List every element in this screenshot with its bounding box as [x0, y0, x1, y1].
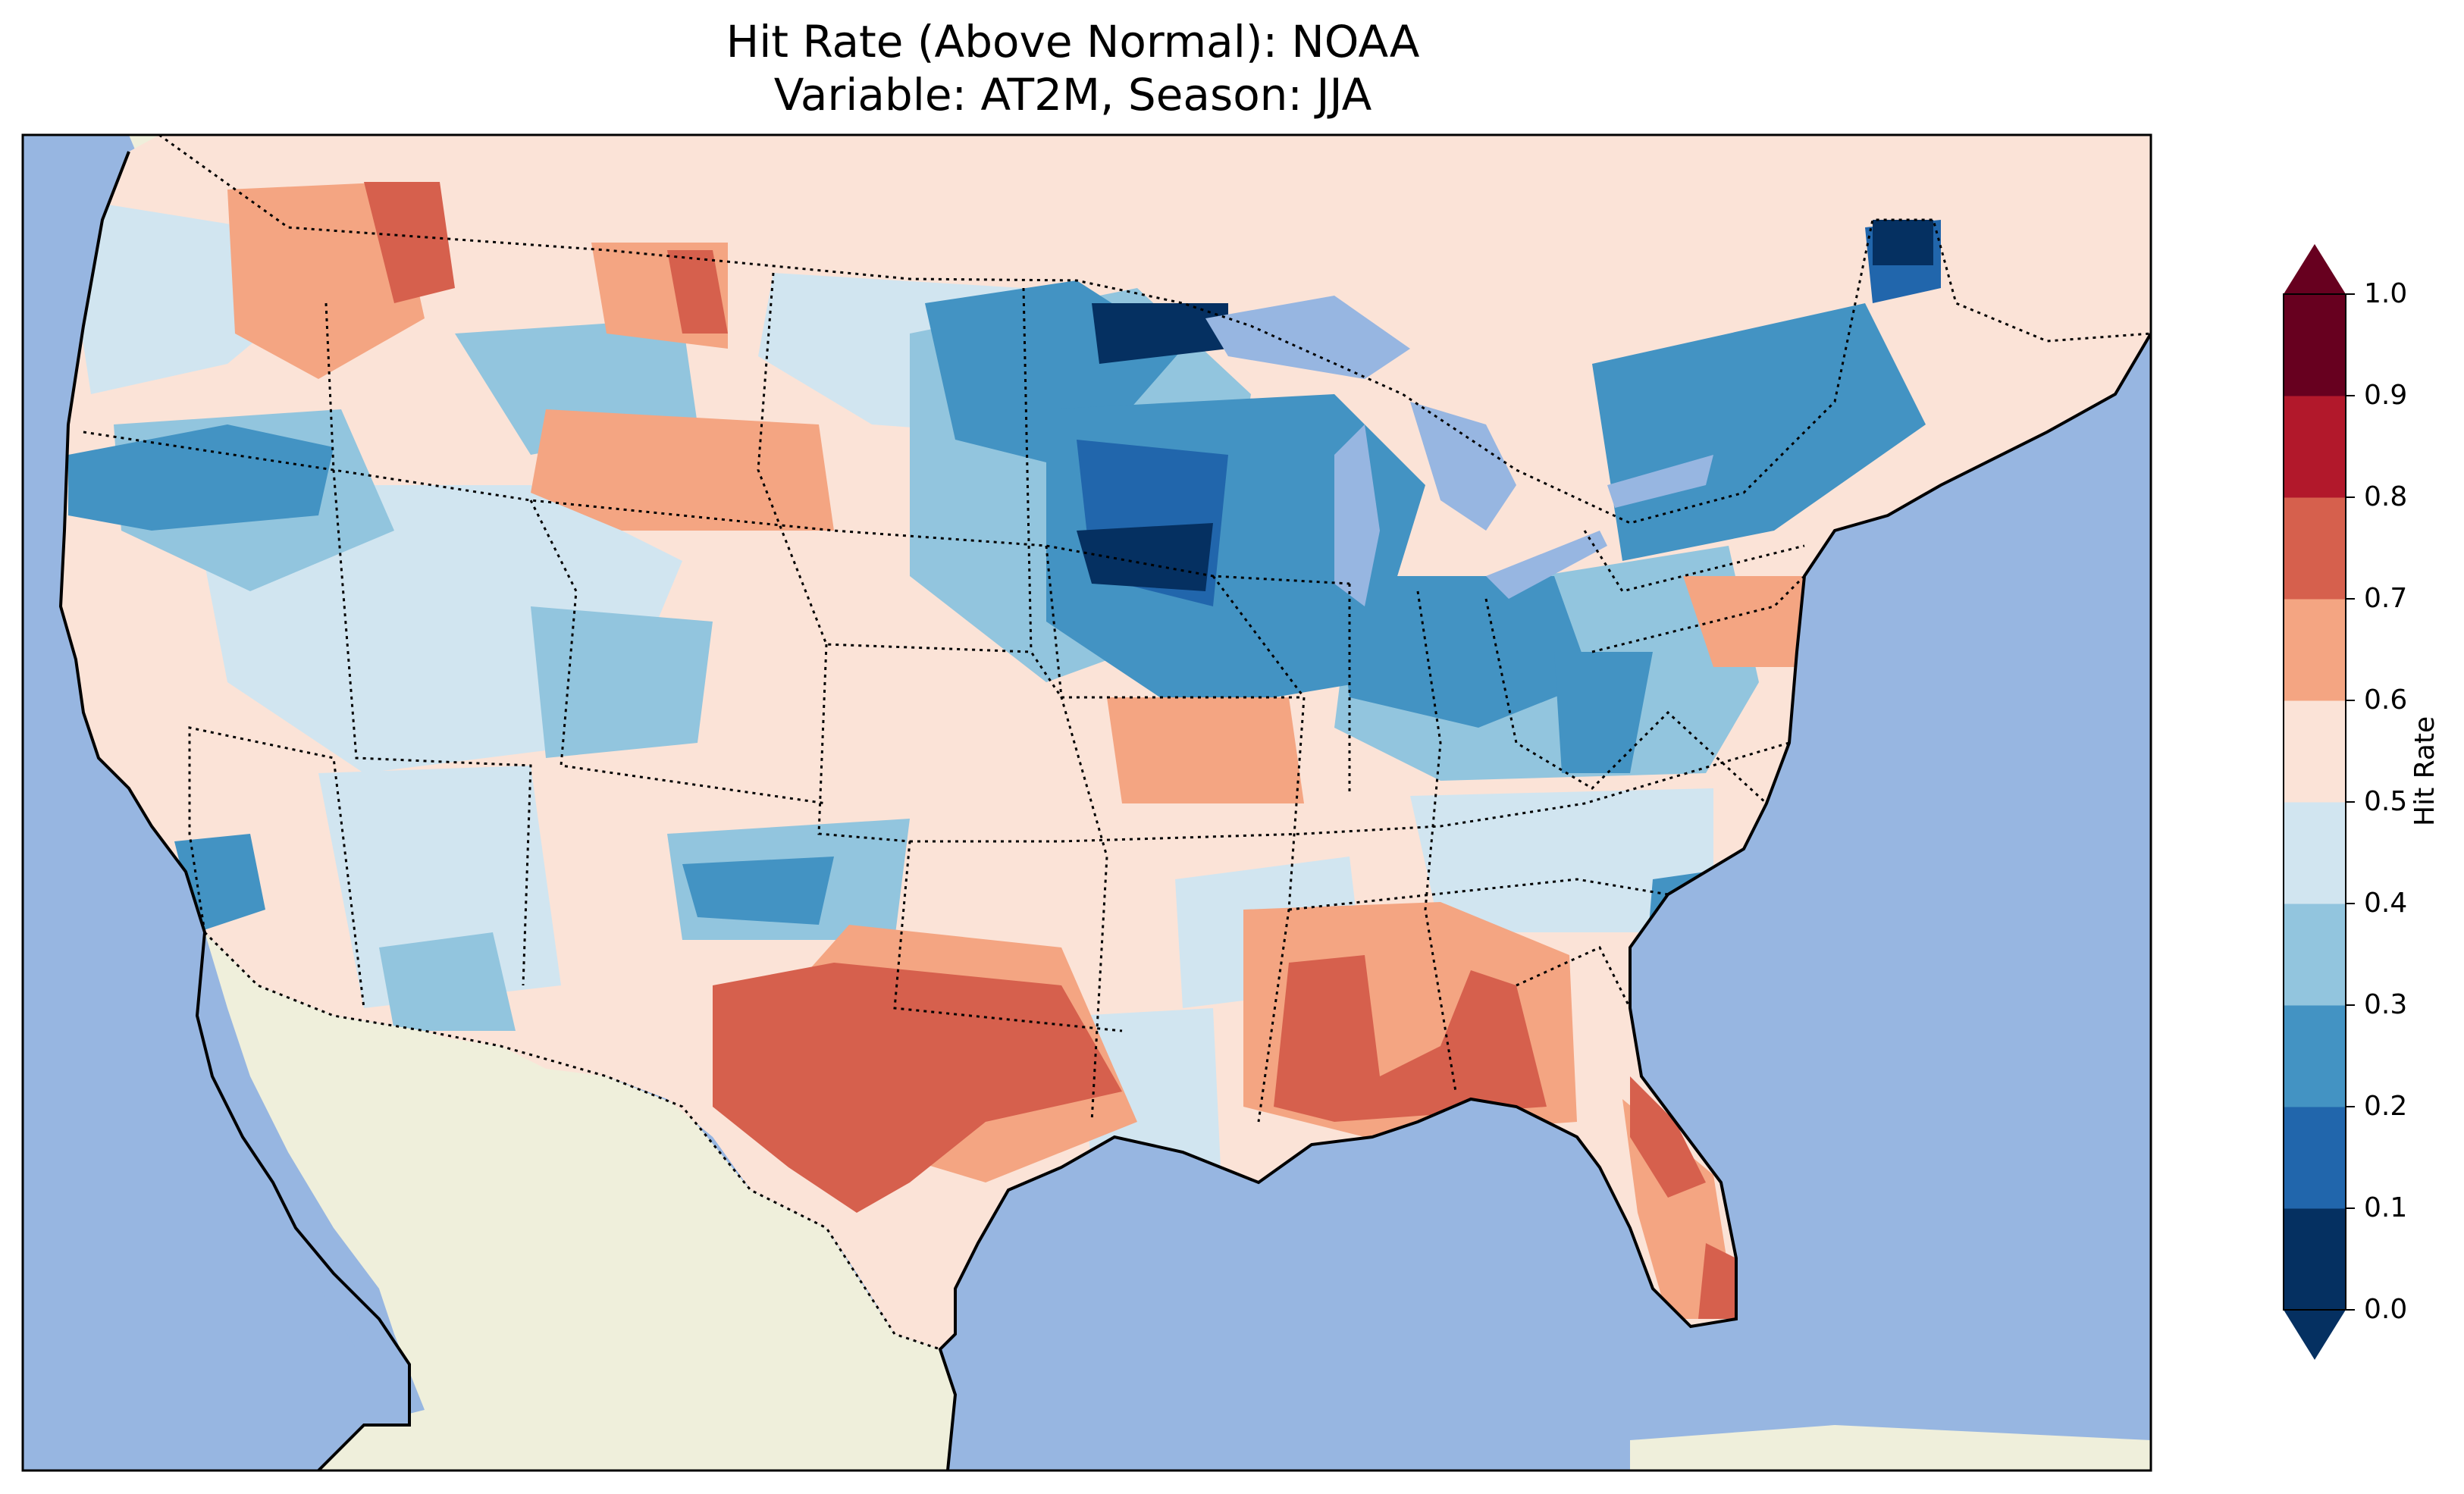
- colorbar-tick-label: 0.1: [2364, 1192, 2408, 1223]
- gulf-of-california: [197, 932, 425, 1417]
- colorbar-frame: [2283, 293, 2346, 1311]
- colorbar-tick-label: 0.9: [2364, 380, 2408, 411]
- colorbar-extend-top: [2284, 244, 2346, 294]
- lake-superior: [1205, 296, 1410, 379]
- colorbar-tick-label: 0.5: [2364, 786, 2408, 817]
- colorbar-segment: [2284, 1107, 2346, 1209]
- colorbar-extend-bottom: [2284, 1310, 2346, 1360]
- map-panel: [21, 133, 2152, 1472]
- colorbar-segment: [2284, 396, 2346, 498]
- colorbar-segment: [2284, 599, 2346, 701]
- hit-rate-field: [61, 135, 2151, 1349]
- state-borders: [83, 272, 1806, 1123]
- colorbar-tick-label: 0.3: [2364, 989, 2408, 1020]
- cuba-land: [1630, 1425, 2151, 1471]
- colorbar-tick-label: 0.4: [2364, 888, 2408, 919]
- lake-huron: [1410, 402, 1516, 531]
- colorbar-segment: [2284, 904, 2346, 1006]
- colorbar-segment: [2284, 497, 2346, 600]
- colorbar-tick-label: 0.7: [2364, 583, 2408, 614]
- coastline: [58, 151, 2151, 1471]
- colorbar-tick-label: 0.2: [2364, 1091, 2408, 1122]
- colorbar-tick-label: 0.8: [2364, 481, 2408, 512]
- colorbar-segment: [2284, 1005, 2346, 1107]
- us-canada-border: [158, 135, 2151, 525]
- lake-michigan: [1334, 424, 1380, 606]
- colorbar-label: Hit Rate: [2409, 716, 2440, 826]
- us-mexico-border: [203, 931, 941, 1351]
- lake-ontario: [1607, 455, 1713, 508]
- mexico-land: [197, 932, 955, 1471]
- map-frame: [21, 133, 2152, 1472]
- colorbar-tick-label: 0.0: [2364, 1294, 2408, 1325]
- colorbar-tick-label: 1.0: [2364, 278, 2408, 309]
- colorbar-tick-label: 0.6: [2364, 684, 2408, 716]
- plot-title-line1: Hit Rate (Above Normal): NOAA: [726, 16, 1420, 67]
- colorbar-segment: [2284, 700, 2346, 803]
- colorbar-segment: [2284, 294, 2346, 396]
- lake-erie: [1486, 531, 1607, 599]
- plot-title-line2: Variable: AT2M, Season: JJA: [773, 69, 1372, 121]
- colorbar-segment: [2284, 1208, 2346, 1311]
- colorbar-segment: [2284, 802, 2346, 904]
